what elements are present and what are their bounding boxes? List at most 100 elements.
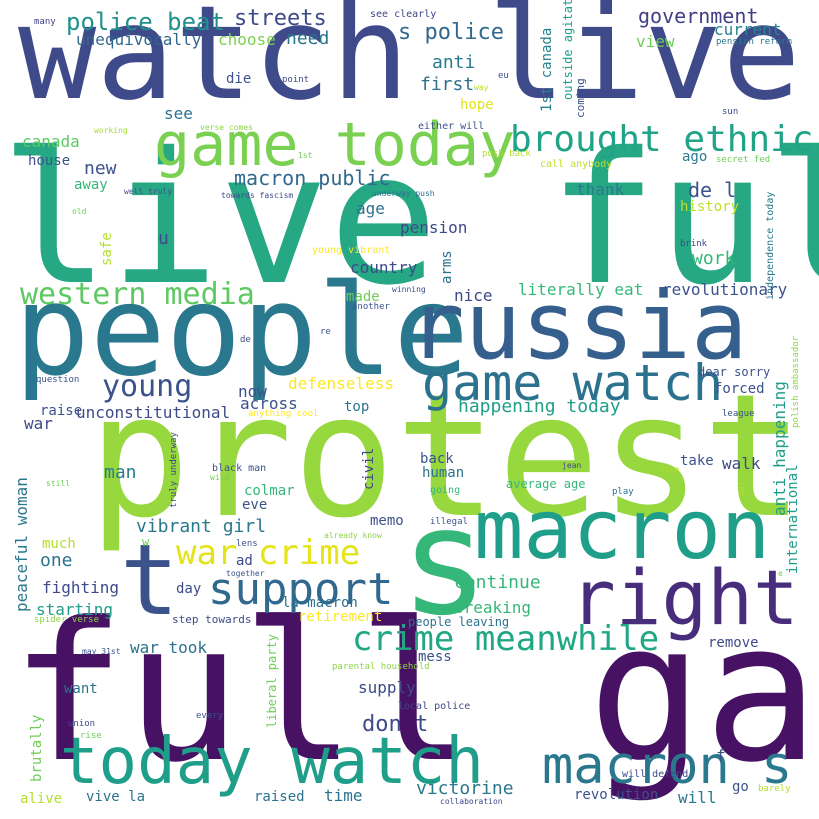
word: parental household xyxy=(332,662,430,672)
word: lens xyxy=(236,539,258,549)
word: mess xyxy=(418,649,452,665)
word: young xyxy=(102,369,193,404)
word: man xyxy=(104,462,137,483)
word: watch live xyxy=(18,0,801,129)
word: working xyxy=(94,126,128,135)
word: full game xyxy=(10,582,819,805)
word: live full xyxy=(0,113,819,325)
word: play xyxy=(612,487,634,497)
word: either will xyxy=(418,121,485,132)
word: starting xyxy=(36,600,114,619)
word: alive xyxy=(20,791,63,807)
word: western media xyxy=(20,277,255,312)
word: away xyxy=(74,177,108,193)
word: house xyxy=(28,153,71,169)
word: people xyxy=(14,257,470,404)
word: ago xyxy=(682,149,708,165)
word: go xyxy=(732,779,749,795)
word: defenseless xyxy=(288,374,394,393)
word: much xyxy=(42,536,76,552)
word: going xyxy=(430,485,461,496)
word: call anybody xyxy=(540,159,613,170)
word: question xyxy=(36,375,80,385)
word: brutally xyxy=(29,714,45,782)
word: now xyxy=(238,382,267,401)
word: way xyxy=(474,83,489,92)
word: jean xyxy=(562,461,582,470)
word: coming xyxy=(574,78,587,118)
word: wild xyxy=(210,473,230,482)
word: people leaving xyxy=(408,615,510,629)
word: nice xyxy=(454,286,493,305)
word: already know xyxy=(324,531,382,540)
word: winning xyxy=(392,285,426,294)
word: 1st canada xyxy=(539,27,555,112)
word: may 31st xyxy=(82,647,121,656)
word: first xyxy=(420,74,475,95)
word: data xyxy=(288,91,310,101)
word: across xyxy=(240,394,298,413)
word: civil xyxy=(361,447,377,490)
word: colmar xyxy=(244,483,295,499)
word: game today xyxy=(154,110,516,180)
word: local police xyxy=(398,701,471,712)
word: thank xyxy=(576,180,625,199)
word: illegal xyxy=(430,517,468,527)
word: happening today xyxy=(458,396,621,417)
word: sun xyxy=(722,107,739,117)
word: walk xyxy=(722,454,761,473)
word: rise xyxy=(80,731,102,741)
word: 1st xyxy=(298,151,313,160)
word: raised xyxy=(254,789,305,805)
word: support xyxy=(208,564,394,615)
word: average age xyxy=(506,477,586,491)
word: need xyxy=(286,28,330,49)
word: re xyxy=(320,327,331,337)
word: victorine xyxy=(416,778,514,799)
word: collaboration xyxy=(440,797,503,806)
word: gas xyxy=(737,481,746,496)
word: union xyxy=(68,719,96,729)
word: revolution xyxy=(574,787,659,803)
word: outside agitator xyxy=(561,0,575,100)
word: right xyxy=(570,553,799,642)
word: anything cool xyxy=(248,409,319,419)
word: war took xyxy=(130,638,208,657)
word: see xyxy=(164,104,193,123)
word: die xyxy=(226,71,252,87)
word: literally eat xyxy=(518,280,644,299)
word: well truly xyxy=(124,187,173,196)
word: anti xyxy=(432,52,476,73)
word: live xyxy=(660,465,680,474)
word: don t xyxy=(362,712,429,737)
word: supply xyxy=(358,678,416,697)
word: pension xyxy=(400,218,468,237)
word: polish ambassador xyxy=(791,335,801,428)
word: la macron xyxy=(282,595,358,611)
word: still xyxy=(46,479,71,488)
word: step towards xyxy=(172,613,252,626)
word: pension reform xyxy=(716,37,792,47)
word: spider verse xyxy=(34,615,100,625)
word: will defend xyxy=(622,769,689,780)
word: government xyxy=(638,4,759,28)
word: old xyxy=(72,207,87,216)
word: eu xyxy=(498,71,509,81)
word: many xyxy=(34,17,56,27)
word: w xyxy=(142,535,150,549)
word: revolutionary xyxy=(662,280,788,299)
word: game watch xyxy=(422,354,724,412)
word: memo xyxy=(370,513,404,529)
word: macron s xyxy=(542,736,793,796)
word: dear sorry xyxy=(698,365,771,379)
word: see clearly xyxy=(370,9,437,20)
word: continue xyxy=(454,572,541,593)
word: russia xyxy=(408,272,748,381)
word: canada xyxy=(22,132,80,151)
word: country xyxy=(350,258,418,277)
word: league xyxy=(722,409,755,419)
word: de l xyxy=(688,178,737,202)
word: black man xyxy=(212,463,267,474)
word: one xyxy=(40,550,73,571)
